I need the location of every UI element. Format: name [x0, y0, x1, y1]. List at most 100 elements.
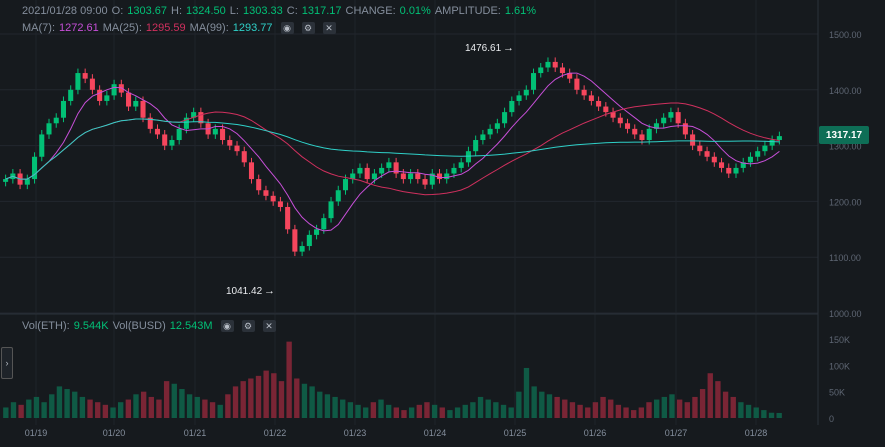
volume-bar — [194, 396, 200, 418]
open-label: O: — [111, 5, 124, 17]
candle-body — [697, 145, 703, 152]
volume-bar — [470, 402, 476, 418]
candle-body — [183, 117, 189, 129]
volume-bar — [286, 341, 292, 418]
volume-bar — [485, 399, 491, 418]
price-tick-label: 1500.00 — [829, 30, 862, 40]
high-label: H: — [171, 5, 183, 17]
volume-bar — [49, 394, 55, 418]
ma99-label: MA(99): — [189, 22, 229, 34]
volume-bar — [133, 394, 139, 418]
volume-bar — [722, 391, 729, 418]
volume-bar — [171, 383, 177, 418]
volume-info: Vol(ETH): 9.544K Vol(BUSD) 12.543M ◉ ⚙ ✕ — [22, 320, 280, 332]
close-icon[interactable]: ✕ — [262, 320, 276, 332]
close-icon[interactable]: ✕ — [322, 22, 336, 34]
volume-bar — [401, 410, 407, 418]
volume-bar — [156, 399, 162, 418]
volume-bar — [477, 396, 484, 418]
volume-tick-label: 50K — [829, 388, 845, 398]
time-tick-label: 01/24 — [424, 428, 447, 438]
candle-datetime: 2021/01/28 09:00 — [22, 5, 108, 17]
vol-busd-label: Vol(BUSD) — [112, 320, 166, 332]
volume-bar — [332, 396, 338, 418]
volume-tick-label: 100K — [829, 361, 850, 371]
candle-body — [675, 112, 681, 124]
time-tick-label: 01/23 — [344, 428, 367, 438]
candle-body — [740, 162, 746, 168]
volume-bar — [378, 399, 384, 418]
candle-body — [314, 229, 320, 235]
candle-body — [234, 145, 240, 152]
candle-body — [646, 128, 652, 141]
volume-bar — [278, 381, 285, 418]
settings-icon[interactable]: ⚙ — [301, 22, 315, 34]
candle-body — [661, 117, 667, 124]
candle-body — [523, 89, 529, 96]
candle-body — [596, 100, 602, 107]
ma99-value: 1293.77 — [232, 22, 273, 34]
time-tick-label: 01/20 — [103, 428, 126, 438]
volume-bar — [569, 402, 576, 418]
candle-body — [545, 61, 551, 68]
candle-body — [726, 167, 732, 174]
candle-body — [494, 123, 500, 129]
volume-bar — [531, 386, 537, 418]
settings-icon[interactable]: ⚙ — [241, 320, 255, 332]
candle-body — [704, 151, 710, 157]
volume-axis: 0 50K 100K 150K — [829, 335, 850, 424]
vol-busd-value: 12.543M — [169, 320, 213, 332]
volume-bar — [41, 402, 47, 418]
candle-body — [415, 173, 421, 180]
ohlc-info: 2021/01/28 09:00 O: 1303.67 H: 1324.50 L… — [22, 5, 540, 17]
candle-body — [162, 134, 168, 146]
volume-bar — [209, 402, 216, 418]
amplitude-label: AMPLITUDE: — [434, 5, 501, 17]
close-label: C: — [286, 5, 298, 17]
volume-bar — [294, 378, 300, 418]
low-value: 1303.33 — [242, 5, 283, 17]
vol-eth-value: 9.544K — [73, 320, 109, 332]
volume-bar — [179, 389, 185, 418]
volume-bar — [454, 407, 461, 418]
volume-bar — [539, 391, 545, 418]
candle-body — [624, 123, 631, 129]
eye-icon[interactable]: ◉ — [220, 320, 234, 332]
candle-body — [89, 78, 95, 90]
chevron-right-icon: › — [5, 358, 9, 368]
volume-bar — [707, 373, 713, 418]
volume-bar — [508, 407, 514, 418]
volume-bar — [3, 407, 9, 418]
candle-body — [465, 151, 471, 163]
volume-bar — [363, 407, 369, 418]
candle-body — [32, 156, 38, 180]
volume-bar — [638, 407, 645, 418]
candle-body — [306, 234, 312, 247]
volume-bar — [309, 386, 315, 418]
volume-bar — [653, 399, 660, 418]
volume-bar — [753, 407, 759, 418]
volume-bar — [745, 404, 752, 418]
candle-body — [68, 89, 74, 101]
eye-icon[interactable]: ◉ — [280, 22, 294, 34]
candle-body — [451, 167, 457, 174]
volume-bar — [186, 394, 193, 418]
candle-body — [147, 117, 153, 129]
expand-panel-button[interactable]: › — [1, 347, 13, 379]
volume-bar — [163, 381, 170, 418]
time-tick-label: 01/19 — [25, 428, 48, 438]
time-tick-label: 01/21 — [184, 428, 207, 438]
volume-bar — [493, 402, 499, 418]
candle-body — [292, 229, 298, 252]
candle-body — [480, 134, 486, 141]
volume-bar — [393, 407, 400, 418]
amplitude-value: 1.61% — [504, 5, 537, 17]
candle-body — [241, 151, 247, 163]
volume-bar — [776, 412, 782, 418]
candle-body — [719, 162, 725, 168]
high-annotation: 1476.61 — [465, 43, 502, 54]
candle-body — [285, 206, 291, 230]
low-label: L: — [229, 5, 239, 17]
candle-body — [133, 100, 139, 107]
